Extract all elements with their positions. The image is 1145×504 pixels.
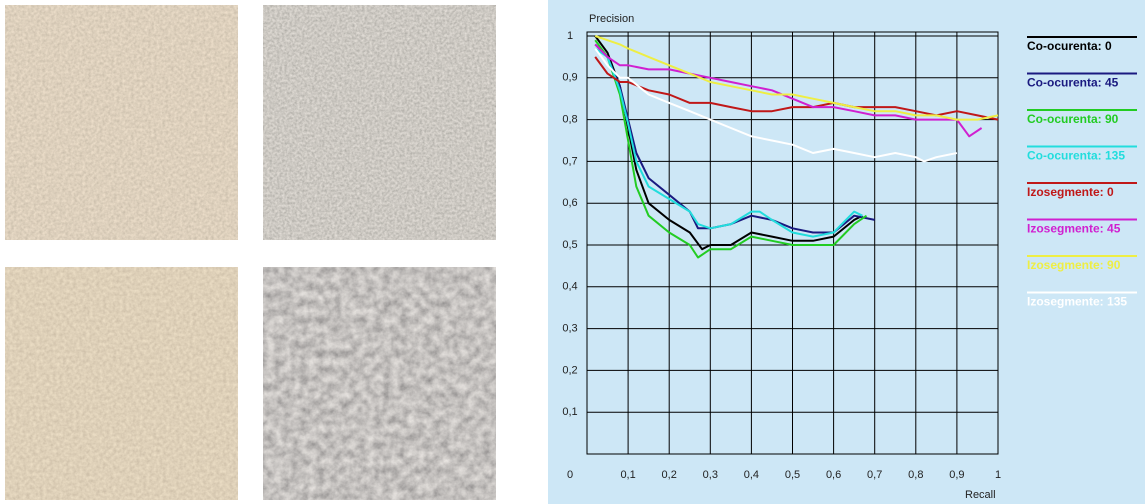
y-tick-label: 0,3 <box>562 323 577 335</box>
y-tick-label: 0,9 <box>562 72 577 84</box>
x-tick-label: 0,6 <box>826 469 841 481</box>
y-tick-label: 0,4 <box>562 281 577 293</box>
legend-label: Izosegmente: 135 <box>1027 295 1127 309</box>
y-tick-label: 0,5 <box>562 239 577 251</box>
y-tick-label: 0,8 <box>562 114 577 126</box>
texture-image <box>263 267 496 500</box>
texture-image <box>5 267 238 500</box>
legend-label: Izosegmente: 45 <box>1027 222 1121 236</box>
y-tick-label: 0,1 <box>562 406 577 418</box>
legend-label: Co-ocurenta: 135 <box>1027 149 1125 163</box>
x-tick-label: 1 <box>995 469 1001 481</box>
legend-label: Co-ocurenta: 45 <box>1027 76 1119 90</box>
x-tick-label: 0,1 <box>620 469 635 481</box>
y-axis-label: Precision <box>589 13 634 25</box>
x-tick-label: 0,5 <box>785 469 800 481</box>
y-tick-label: 0,7 <box>562 155 577 167</box>
x-axis-label: Recall <box>965 489 996 501</box>
legend-label: Co-ocurenta: 0 <box>1027 39 1112 53</box>
x-tick-label: 0,4 <box>744 469 759 481</box>
x-tick-label: 0,2 <box>662 469 677 481</box>
x-tick-label: 0,8 <box>908 469 923 481</box>
x-tick-label: 0,3 <box>703 469 718 481</box>
legend-label: Co-ocurenta: 90 <box>1027 112 1119 126</box>
legend-label: Izosegmente: 0 <box>1027 185 1114 199</box>
x-tick-label: 0,7 <box>867 469 882 481</box>
legend-label: Izosegmente: 90 <box>1027 258 1121 272</box>
figure: Precision Recall 0 0,1 0,2 0,3 0,4 0,5 0,6 0,7 0… <box>0 0 1145 504</box>
y-tick-label: 0,2 <box>562 364 577 376</box>
y-tick-label: 0,6 <box>562 197 577 209</box>
texture-image <box>5 5 238 240</box>
x-tick-label: 0 <box>567 469 573 481</box>
x-tick-label: 0,9 <box>949 469 964 481</box>
y-tick-label: 1 <box>567 30 573 42</box>
texture-image <box>263 5 496 240</box>
